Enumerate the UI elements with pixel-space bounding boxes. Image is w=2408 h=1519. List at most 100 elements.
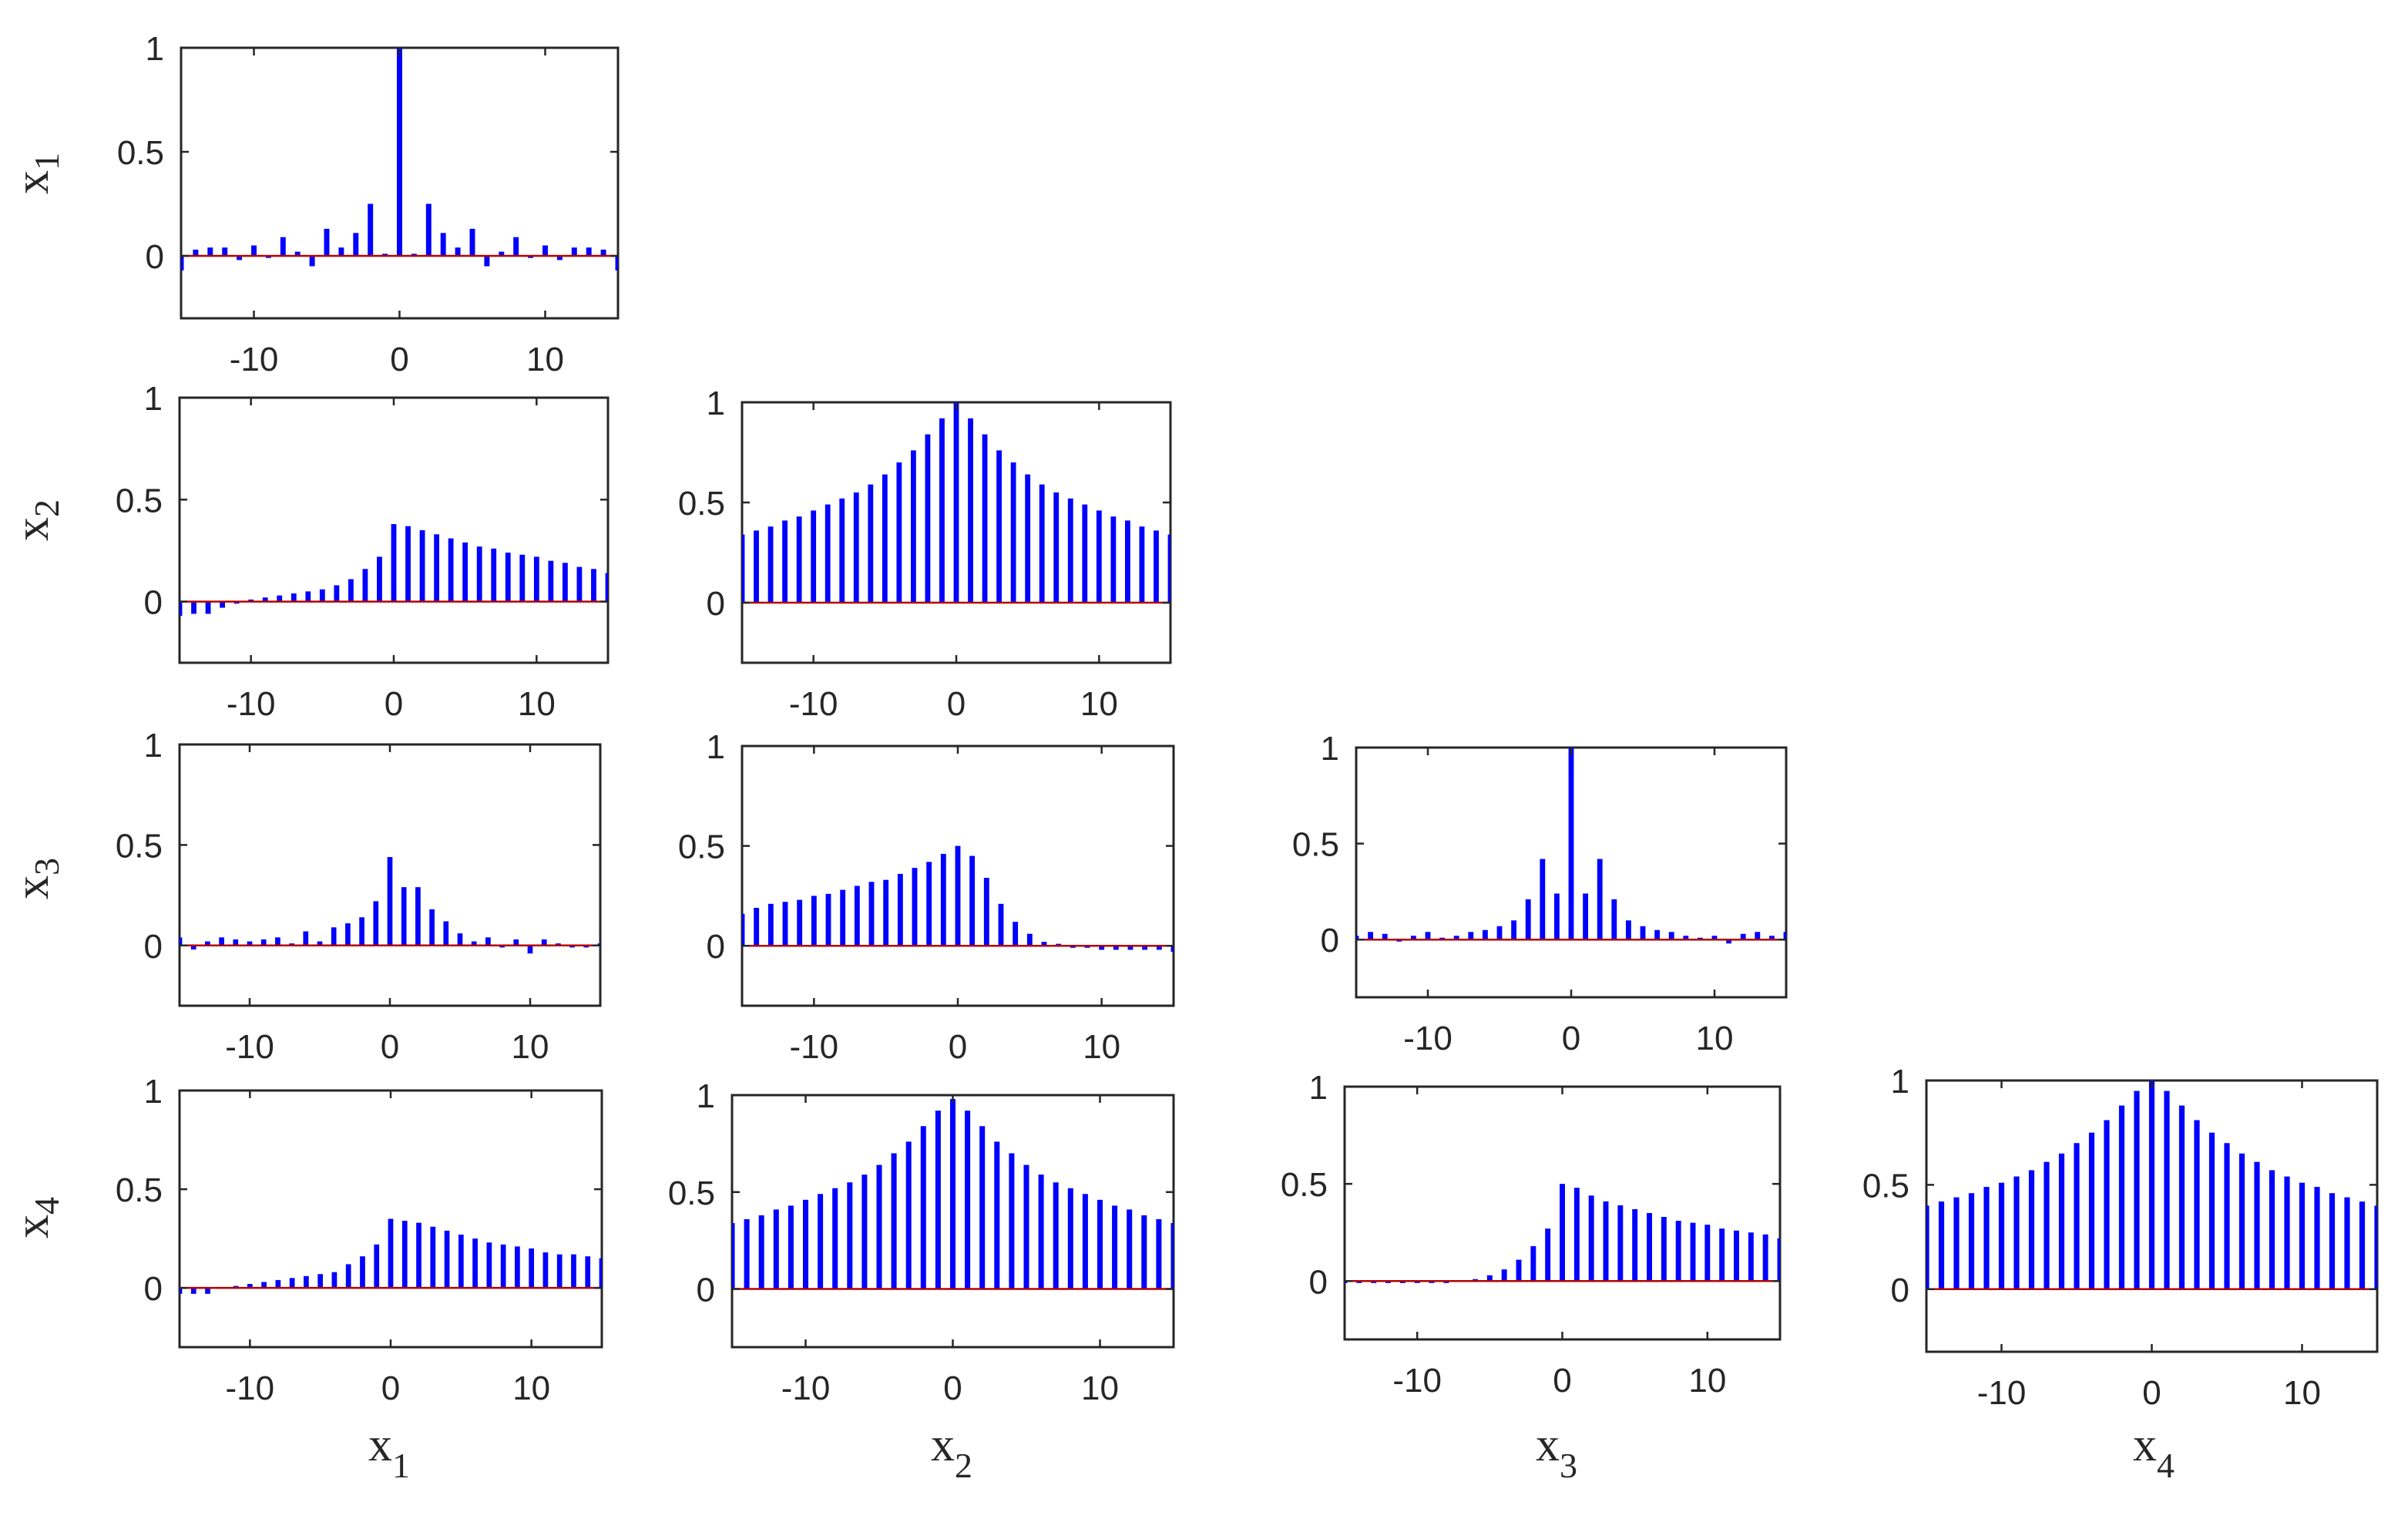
bar [317, 941, 323, 946]
bar [1938, 1201, 1945, 1289]
bar [248, 599, 254, 602]
bar [2344, 1197, 2350, 1289]
x-tick-label: -10 [226, 1369, 275, 1407]
bar [222, 247, 228, 256]
row-label-x1: x1 [6, 153, 66, 194]
y-tick-label: 0.5 [678, 828, 725, 866]
bar [1053, 492, 1060, 603]
bar [387, 857, 393, 946]
bar [955, 845, 961, 946]
bar [1545, 1228, 1551, 1282]
bar [1501, 1269, 1507, 1282]
bar [1038, 1175, 1044, 1289]
bar [1998, 1182, 2005, 1289]
bar [353, 233, 359, 256]
bar [1443, 1281, 1449, 1283]
bar [485, 937, 491, 946]
bar [2224, 1143, 2230, 1289]
bar [440, 233, 446, 256]
bar [1453, 936, 1459, 940]
bar [391, 524, 397, 602]
bar [455, 247, 461, 256]
panel-x4-x2: 0 0.5 1 -10 0 10 [668, 1077, 1175, 1407]
bar [591, 569, 596, 602]
bar [247, 1284, 253, 1289]
bar [782, 902, 788, 946]
bar [491, 548, 497, 602]
x-tick-label: 0 [943, 1369, 962, 1407]
y-tick-label: 1 [144, 1073, 163, 1111]
bar [1675, 1221, 1681, 1282]
bar [1056, 943, 1062, 946]
bar [1429, 1281, 1435, 1283]
bar [556, 1254, 563, 1289]
bar [940, 853, 946, 946]
panel-x4-x1: 0 0.5 1 -10 0 10 [116, 1073, 603, 1407]
bar [968, 418, 973, 603]
bar [1425, 932, 1431, 940]
bar [896, 462, 902, 603]
bar [2148, 1080, 2155, 1289]
bar [1010, 462, 1016, 603]
bar [876, 1164, 882, 1289]
bar [388, 1218, 394, 1289]
bar [2134, 1091, 2140, 1289]
x-tick-label: 10 [1081, 1369, 1119, 1407]
bar [1734, 1230, 1739, 1282]
bar [1597, 859, 1603, 940]
bar [754, 907, 760, 946]
x-tick-label: -10 [790, 1028, 839, 1066]
bar [1553, 893, 1560, 940]
x-tick-label: 0 [947, 685, 966, 723]
y-tick-label: 0.5 [668, 1175, 715, 1212]
bar [1053, 1182, 1059, 1289]
bar [1345, 1281, 1348, 1283]
panel-x3-x3: 0 0.5 1 -10 0 10 [1292, 730, 1788, 1057]
y-tick-label: 0 [144, 928, 163, 966]
bar [261, 1282, 267, 1289]
bar [265, 256, 271, 258]
bar [571, 1254, 576, 1289]
bar [291, 593, 297, 602]
y-tick-label: 0 [1321, 922, 1339, 959]
x-tick-label: 10 [1080, 685, 1118, 723]
bar [2028, 1170, 2035, 1289]
bar [585, 1256, 591, 1289]
bar [597, 943, 600, 946]
bar [359, 917, 364, 946]
bar [599, 1258, 602, 1289]
bar [905, 1141, 912, 1289]
panel-x2-x2: 0 0.5 1 -10 0 10 [678, 385, 1172, 723]
bar [260, 939, 267, 946]
bar [529, 1248, 535, 1289]
bar [1968, 1193, 1975, 1289]
bar [2104, 1120, 2110, 1289]
bar [462, 542, 469, 602]
bar [1099, 946, 1105, 950]
bar [513, 237, 519, 256]
bar [1096, 510, 1102, 603]
bar [882, 474, 888, 603]
bar [415, 887, 421, 946]
y-tick-label: 0.5 [116, 482, 163, 519]
bar [998, 903, 1004, 946]
bar [910, 450, 916, 603]
bar [1113, 946, 1119, 950]
y-tick-label: 1 [146, 30, 164, 68]
bar [1139, 526, 1145, 603]
bar [1719, 1228, 1725, 1282]
col-label-x1: x1 [368, 1419, 410, 1485]
bar [373, 901, 379, 946]
bar [1468, 932, 1474, 940]
bar [237, 256, 243, 260]
bar [1486, 1275, 1493, 1282]
bar [742, 534, 745, 603]
bar [374, 1244, 380, 1289]
bar [1603, 1201, 1609, 1282]
bar [2254, 1161, 2260, 1289]
x-tick-label: -10 [1977, 1374, 2027, 1412]
bar [2164, 1091, 2170, 1289]
panel-x4-x3: 0 0.5 1 -10 0 10 [1281, 1069, 1782, 1400]
bar [1473, 1279, 1478, 1282]
bar [401, 887, 407, 946]
